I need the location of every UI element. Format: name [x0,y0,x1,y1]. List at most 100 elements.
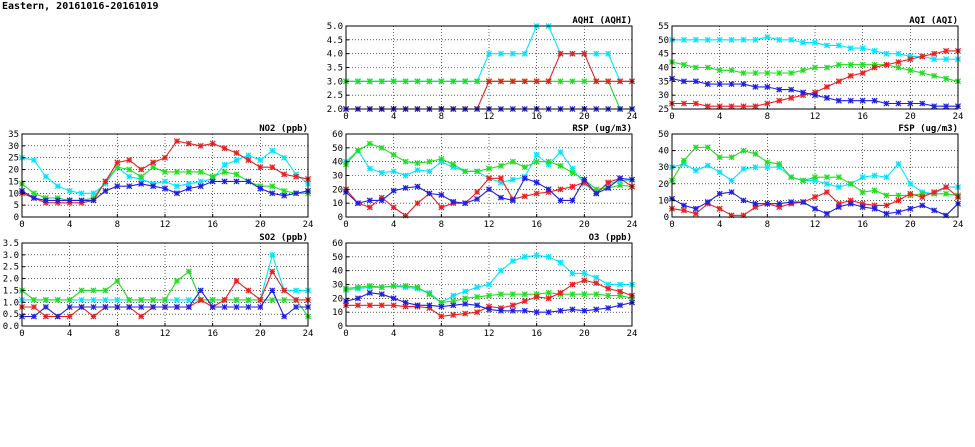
chart-title: NO2 (ppb) [259,124,308,134]
data-point-blue [161,185,169,192]
y-tick-label: 40 [658,64,669,74]
chart-title: O3 (ppb) [589,233,632,243]
data-point-cyan [161,178,169,185]
data-point-blue [30,195,37,202]
y-tick-label: 10 [332,199,343,209]
data-point-red [752,103,759,110]
data-point-blue [390,187,397,194]
data-point-red [943,47,950,54]
data-point-red [281,171,288,178]
y-tick-label: 20 [332,185,343,195]
data-point-green [569,78,576,85]
data-point-red [716,205,723,212]
data-point-green [680,61,687,68]
chart-title: AQI (AQI) [909,16,958,26]
x-tick-label: 16 [857,112,868,122]
data-point-red [764,100,771,107]
y-tick-label: 4.0 [327,50,343,60]
data-point-red [497,175,504,182]
data-point-red [509,302,516,309]
data-point-green [509,158,516,165]
data-point-green [402,282,409,289]
data-point-blue [474,195,481,203]
data-point-red [919,194,926,201]
data-point-blue [569,197,576,204]
x-tick-label: 20 [579,220,590,230]
data-point-green [462,295,469,302]
data-point-cyan [114,296,121,303]
x-tick-label: 24 [953,112,964,122]
data-point-red [521,298,528,305]
y-tick-label: 0 [338,322,343,332]
data-point-red [233,149,240,156]
data-point-cyan [485,50,493,57]
data-point-cyan [716,169,723,176]
y-tick-label: 35 [8,130,19,140]
data-point-red [907,190,914,197]
data-point-red [197,296,204,303]
x-tick-label: 4 [67,329,72,339]
data-point-blue [581,307,588,314]
data-point-green [390,78,397,85]
y-tick-label: 50 [332,253,343,263]
data-point-red [776,97,783,104]
data-point-green [390,282,397,289]
data-point-cyan [895,160,902,167]
y-tick-label: 25 [8,154,19,164]
data-point-green [509,291,516,298]
data-point-green [450,78,457,85]
y-tick-label: 30 [658,163,669,173]
x-tick-label: 12 [484,112,495,122]
data-point-cyan [402,172,409,179]
data-point-red [161,154,169,161]
x-tick-label: 16 [531,329,542,339]
data-point-blue [740,81,747,88]
data-point-green [716,67,723,74]
data-point-blue [269,190,276,197]
data-point-green [521,164,528,171]
y-tick-label: 50 [658,36,669,46]
data-point-cyan [173,183,180,190]
data-point-green [692,64,699,71]
data-point-cyan [617,281,624,288]
data-point-green [185,168,192,175]
data-point-blue [545,186,552,193]
data-point-cyan [728,36,735,43]
x-tick-label: 24 [303,329,314,339]
data-point-blue [776,200,783,207]
x-tick-label: 20 [579,112,590,122]
data-point-red [871,64,878,71]
data-point-cyan [943,56,950,63]
data-point-green [764,70,771,77]
data-point-blue [835,97,842,104]
data-point-blue [485,186,493,193]
y-tick-label: 60 [332,239,343,249]
data-point-blue [161,304,169,311]
data-point-green [692,144,699,151]
x-tick-label: 4 [391,329,396,339]
data-point-red [390,302,397,309]
data-point-cyan [692,36,699,43]
x-tick-label: 12 [160,220,171,230]
data-point-blue [521,307,528,314]
data-point-green [740,70,747,77]
data-point-green [943,190,950,197]
y-tick-label: 60 [332,130,343,140]
data-point-green [354,284,361,291]
data-point-red [545,295,552,302]
data-point-green [462,168,469,175]
data-point-blue [943,103,950,110]
data-point-green [811,174,819,181]
data-point-red [209,140,216,147]
data-point-blue [788,199,795,206]
data-point-blue [138,180,145,187]
data-point-green [114,277,121,284]
data-point-red [680,100,687,107]
y-tick-label: 5.0 [327,22,343,32]
data-point-blue [450,302,457,309]
y-tick-label: 30 [332,281,343,291]
data-point-red [823,83,830,90]
y-tick-label: 0.5 [3,310,19,320]
data-point-blue [138,304,145,311]
